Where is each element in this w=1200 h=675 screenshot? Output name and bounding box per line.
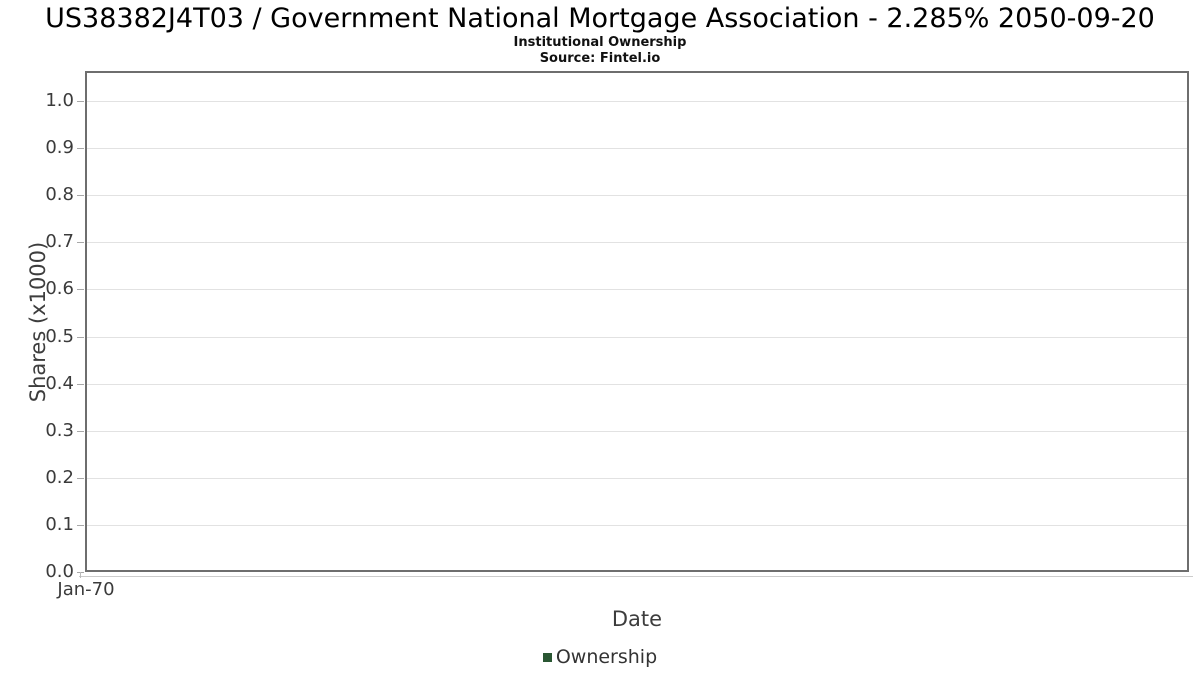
y-tick-mark [77, 242, 84, 244]
y-tick-mark [77, 477, 84, 479]
y-tick-label: 0.2 [45, 466, 74, 488]
y-tick-mark [77, 383, 84, 385]
x-axis-line [79, 576, 1193, 577]
y-tick-mark [77, 195, 84, 197]
x-axis-title: Date [611, 607, 663, 631]
y-tick-mark [77, 148, 84, 150]
y-tick-label: 0.7 [45, 231, 74, 253]
y-tick-mark [77, 430, 84, 432]
x-tick-mark [80, 572, 81, 578]
y-gridline [87, 336, 1187, 338]
y-tick-label: 0.5 [45, 325, 74, 347]
y-gridline [87, 477, 1187, 479]
y-tick-label: 0.9 [45, 137, 74, 159]
y-tick-mark [77, 336, 84, 338]
y-tick-mark [77, 524, 84, 526]
y-gridline [87, 383, 1187, 385]
y-tick-label: 0.0 [45, 561, 74, 582]
legend: Ownership [0, 646, 1200, 668]
legend-swatch [542, 652, 552, 662]
x-tick-label: Jan-70 [57, 579, 115, 600]
y-gridline [87, 242, 1187, 244]
chart-subtitle: Institutional Ownership [513, 35, 687, 50]
chart-source: Source: Fintel.io [539, 51, 661, 66]
y-tick-mark [77, 101, 84, 102]
chart-title: US38382J4T03 / Government National Mortg… [45, 3, 1155, 34]
y-gridline [87, 524, 1187, 526]
y-gridline [87, 195, 1187, 197]
y-gridline [87, 148, 1187, 150]
legend-item-ownership[interactable]: Ownership [542, 646, 658, 668]
y-tick-label: 1.0 [45, 90, 74, 111]
y-gridline [87, 101, 1187, 102]
y-tick-label: 0.8 [45, 184, 74, 206]
plot-area [85, 71, 1189, 572]
legend-label: Ownership [555, 646, 658, 668]
y-tick-label: 0.4 [45, 372, 74, 394]
y-tick-label: 0.1 [45, 513, 74, 535]
y-tick-label: 0.3 [45, 419, 74, 441]
y-tick-label: 0.6 [45, 278, 74, 300]
y-gridline [87, 430, 1187, 432]
y-tick-mark [77, 289, 84, 291]
y-gridline [87, 289, 1187, 291]
